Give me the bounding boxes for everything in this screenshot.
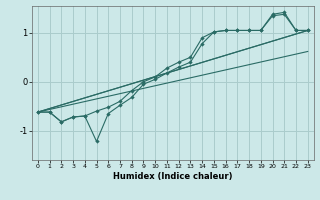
X-axis label: Humidex (Indice chaleur): Humidex (Indice chaleur) [113, 172, 233, 181]
